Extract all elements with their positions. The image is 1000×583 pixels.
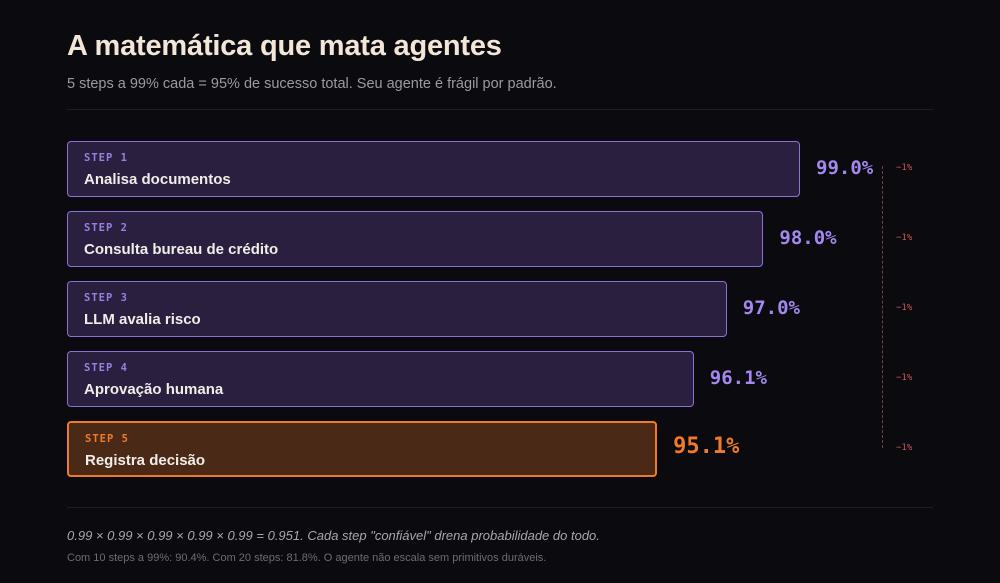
loss-dashed-line xyxy=(882,166,883,448)
step-bar: STEP 4 Aprovação humana xyxy=(67,351,694,407)
page-title: A matemática que mata agentes xyxy=(67,30,502,62)
footnote-text: Com 10 steps a 99%: 90.4%. Com 20 steps:… xyxy=(67,552,547,564)
step-probability: 99.0% xyxy=(816,157,874,179)
top-divider xyxy=(67,109,933,110)
bottom-divider xyxy=(67,507,933,508)
step-label: STEP 1 xyxy=(84,152,128,164)
step-bar: STEP 2 Consulta bureau de crédito xyxy=(67,211,764,267)
loss-label: −1% xyxy=(896,233,913,243)
step-label: STEP 3 xyxy=(84,292,128,304)
step-name: Aprovação humana xyxy=(84,381,224,398)
loss-label: −1% xyxy=(896,443,913,453)
step-name: Analisa documentos xyxy=(84,171,231,188)
step-probability: 96.1% xyxy=(709,367,767,389)
step-probability: 97.0% xyxy=(742,297,800,319)
step-name: Registra decisão xyxy=(85,452,206,469)
final-probability: 95.1% xyxy=(673,434,740,459)
formula-text: 0.99 × 0.99 × 0.99 × 0.99 × 0.99 = 0.951… xyxy=(67,528,600,543)
loss-label: −1% xyxy=(896,373,913,383)
step-name: LLM avalia risco xyxy=(84,311,201,328)
step-label: STEP 4 xyxy=(84,362,128,374)
step-label: STEP 2 xyxy=(84,222,128,234)
loss-label: −1% xyxy=(896,303,913,313)
final-step-bar: STEP 5 Registra decisão xyxy=(67,421,658,477)
loss-label: −1% xyxy=(896,163,913,173)
step-bar: STEP 3 LLM avalia risco xyxy=(67,281,727,337)
step-bar: STEP 1 Analisa documentos xyxy=(67,141,800,197)
page-subtitle: 5 steps a 99% cada = 95% de sucesso tota… xyxy=(67,76,557,92)
step-probability: 98.0% xyxy=(779,227,837,249)
step-name: Consulta bureau de crédito xyxy=(84,241,279,258)
step-label: STEP 5 xyxy=(85,433,129,445)
